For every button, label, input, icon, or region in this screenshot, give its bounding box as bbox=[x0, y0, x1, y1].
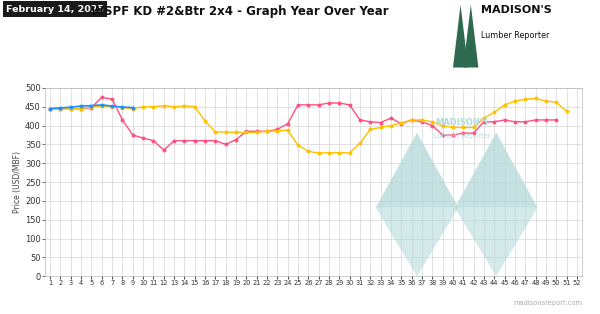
Polygon shape bbox=[455, 133, 538, 208]
Text: Lumber Reporter: Lumber Reporter bbox=[481, 31, 550, 41]
Polygon shape bbox=[376, 133, 458, 208]
Y-axis label: Price (USD/MBF): Price (USD/MBF) bbox=[13, 151, 22, 213]
Text: February 14, 2025: February 14, 2025 bbox=[6, 5, 104, 14]
Text: MADISON'S: MADISON'S bbox=[481, 5, 552, 15]
Text: Lumber Reporter: Lumber Reporter bbox=[434, 133, 490, 139]
Polygon shape bbox=[376, 208, 458, 276]
Polygon shape bbox=[455, 208, 538, 276]
Polygon shape bbox=[463, 5, 478, 68]
Text: MADISON'S: MADISON'S bbox=[436, 118, 488, 127]
Polygon shape bbox=[453, 5, 468, 68]
Text: WSPF KD #2&Btr 2x4 - Graph Year Over Year: WSPF KD #2&Btr 2x4 - Graph Year Over Yea… bbox=[91, 5, 389, 18]
Text: madisonsreport.com: madisonsreport.com bbox=[513, 300, 582, 306]
